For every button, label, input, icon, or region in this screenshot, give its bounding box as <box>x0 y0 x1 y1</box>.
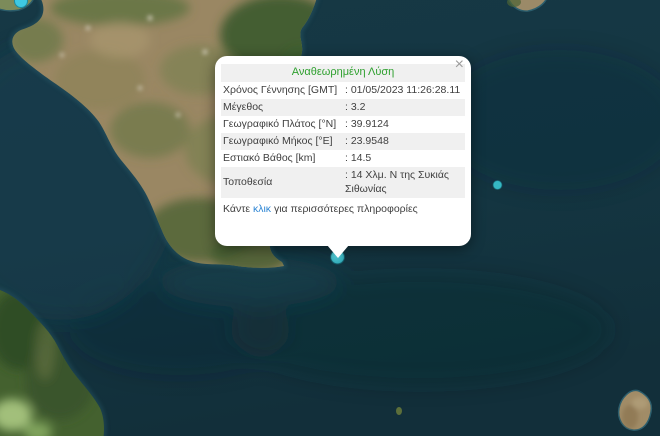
popup-title: Αναθεωρημένη Λύση <box>221 64 465 82</box>
table-row-origin-time: Χρόνος Γέννησης [GMT] : 01/05/2023 11:26… <box>221 82 465 99</box>
row-value: : 3.2 <box>343 98 465 116</box>
row-value: : 01/05/2023 11:26:28.11 <box>345 83 461 96</box>
popup-footer: Κάντε κλικ για περισσότερες πληροφορίες <box>221 203 465 216</box>
village-spots <box>60 15 208 118</box>
table-row-magnitude: Μέγεθος : 3.2 <box>221 98 465 116</box>
row-label: Γεωγραφικό Μήκος [°E] <box>221 133 343 151</box>
landmass-top-right-tip <box>507 0 547 12</box>
row-label: Τοποθεσία <box>221 167 343 198</box>
table-row-location: Τοποθεσία : 14 Χλμ. N της Συκιάς Σιθωνία… <box>221 167 465 198</box>
islet-tiny <box>396 407 402 415</box>
row-label: Χρόνος Γέννησης [GMT] <box>223 83 338 96</box>
earthquake-marker-top-left[interactable] <box>14 0 28 8</box>
row-label: Γεωγραφικό Πλάτος [°N] <box>223 118 337 130</box>
popup-close-button[interactable]: × <box>454 56 464 73</box>
row-value: : 14.5 <box>345 152 372 165</box>
earthquake-details-table: Αναθεωρημένη Λύση Χρόνος Γέννησης [GMT] … <box>221 64 465 198</box>
row-value: : 23.9548 <box>343 133 465 151</box>
footer-text-pre: Κάντε <box>223 202 253 215</box>
table-row-depth: Εστιακό Βάθος [km] : 14.5 <box>221 150 465 167</box>
island-bottom-right <box>617 389 653 431</box>
earthquake-info-popup: × Αναθεωρημένη Λύση Χρόνος Γέννησης [GMT… <box>215 56 471 258</box>
popup-tail <box>327 245 349 258</box>
table-row-latitude: Γεωγραφικό Πλάτος [°N] : 39.9124 <box>221 116 465 133</box>
row-label: Εστιακό Βάθος [km] <box>223 152 316 165</box>
row-value: : 14 Χλμ. N της Συκιάς Σιθωνίας <box>343 167 465 198</box>
row-value: : 39.9124 <box>345 118 389 130</box>
more-info-link[interactable]: κλικ <box>252 202 272 215</box>
table-row-longitude: Γεωγραφικό Μήκος [°E] : 23.9548 <box>221 133 465 151</box>
earthquake-marker-east[interactable] <box>492 180 503 190</box>
row-label: Μέγεθος <box>221 98 343 116</box>
footer-text-post: για περισσότερες πληροφορίες <box>271 202 418 215</box>
